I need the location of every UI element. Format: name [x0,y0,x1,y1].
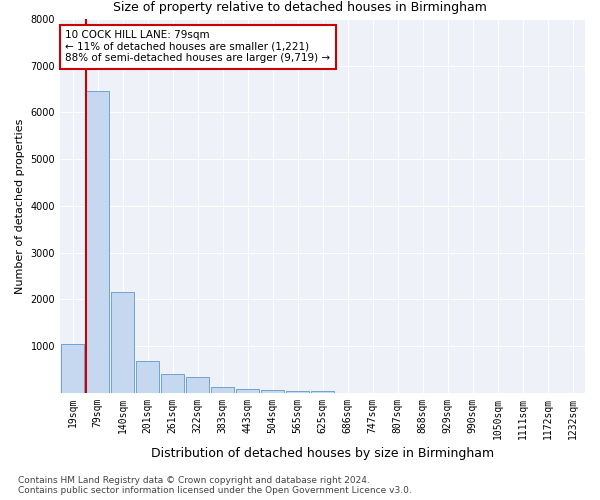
Bar [236,389,259,392]
Bar [86,92,109,393]
Y-axis label: Number of detached properties: Number of detached properties [15,118,25,294]
Bar [261,390,284,392]
Text: Contains HM Land Registry data © Crown copyright and database right 2024.
Contai: Contains HM Land Registry data © Crown c… [18,476,412,495]
Bar [186,378,209,392]
Bar [161,374,184,392]
Text: 10 COCK HILL LANE: 79sqm
← 11% of detached houses are smaller (1,221)
88% of sem: 10 COCK HILL LANE: 79sqm ← 11% of detach… [65,30,331,64]
Bar [61,344,84,392]
Bar [211,387,234,392]
Text: Size of property relative to detached houses in Birmingham: Size of property relative to detached ho… [113,1,487,14]
Bar [286,391,309,392]
X-axis label: Distribution of detached houses by size in Birmingham: Distribution of detached houses by size … [151,447,494,460]
Bar [136,362,159,392]
Bar [111,292,134,392]
Bar [311,390,334,392]
